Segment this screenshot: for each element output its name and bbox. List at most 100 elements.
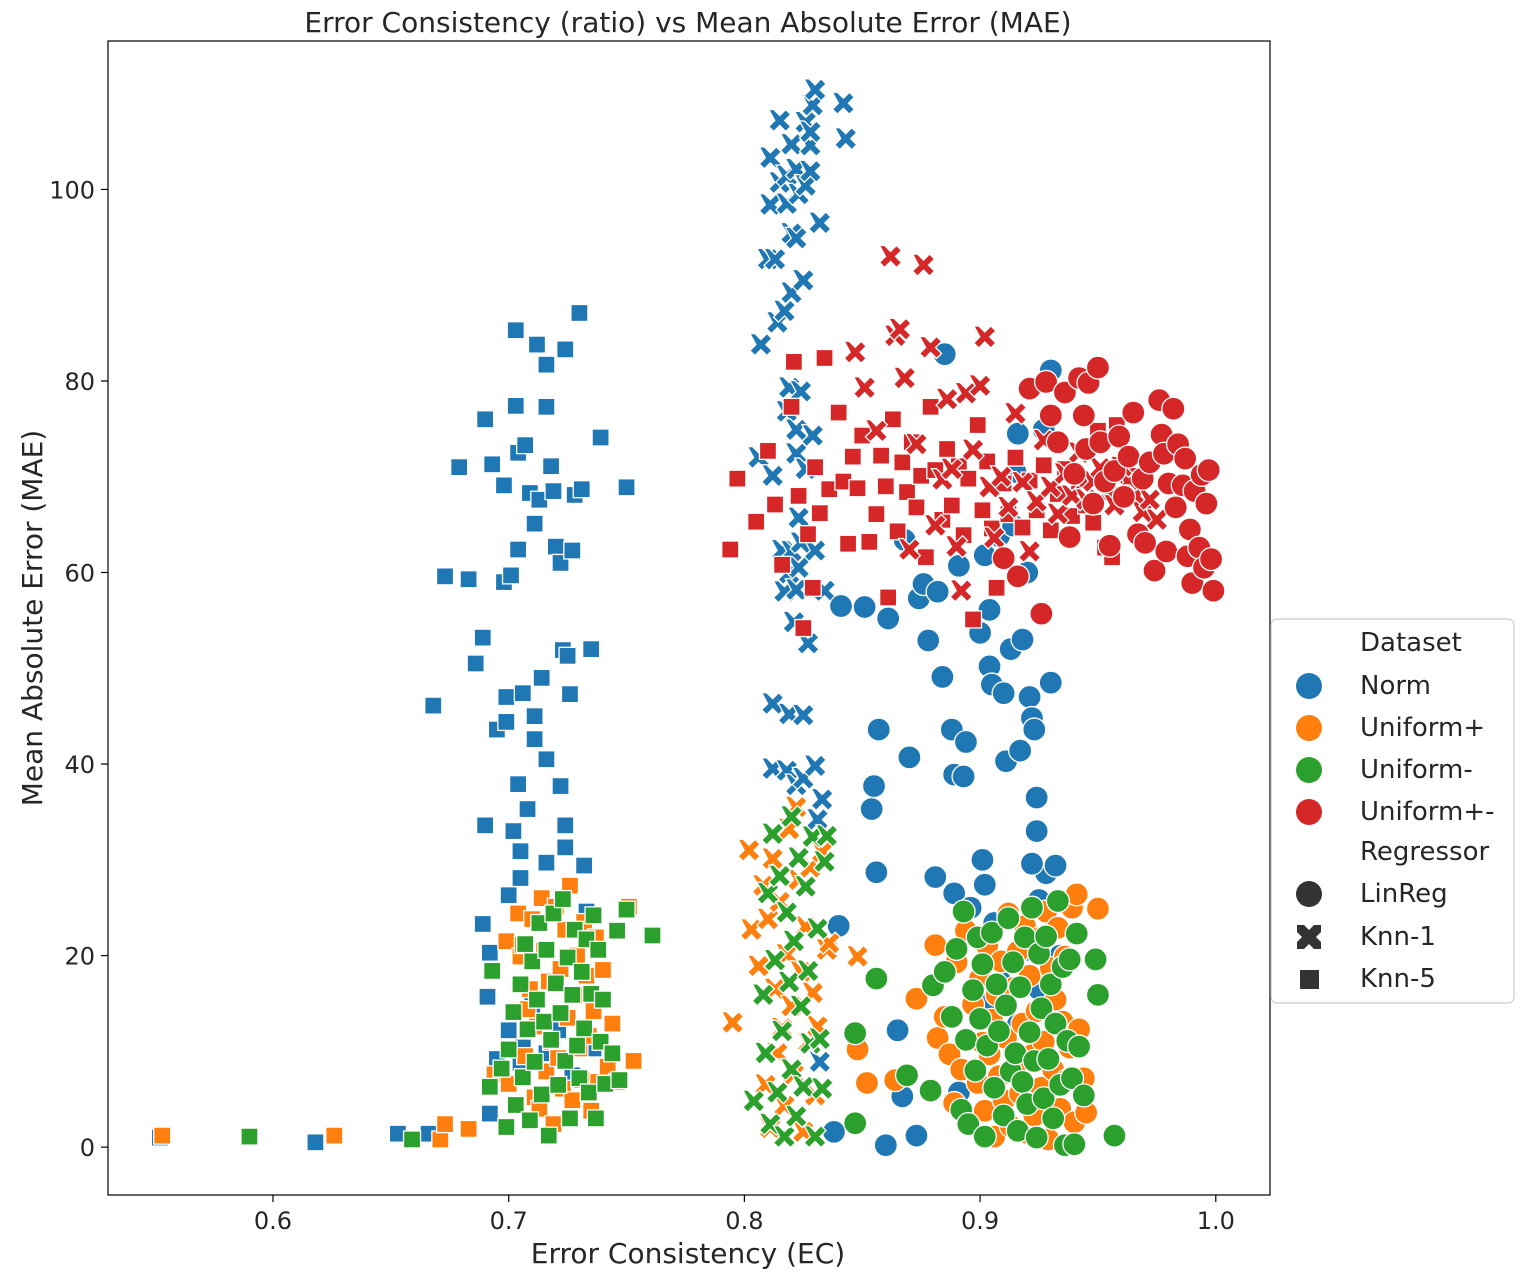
data-point — [497, 1117, 516, 1137]
data-point — [807, 1026, 832, 1051]
data-point — [883, 410, 903, 429]
data-point — [760, 463, 785, 488]
data-point — [762, 948, 787, 973]
data-point — [497, 687, 516, 707]
data-point — [996, 495, 1021, 520]
data-point — [1029, 996, 1054, 1021]
x-tick-label: 0.7 — [490, 1207, 528, 1235]
data-point — [240, 1127, 259, 1146]
data-point — [810, 1076, 835, 1101]
data-point — [812, 849, 837, 874]
data-point — [1083, 947, 1108, 972]
data-point — [492, 1059, 511, 1078]
data-point — [603, 1044, 622, 1063]
legend-uniform-plus-marker — [1296, 715, 1322, 741]
data-point — [939, 1004, 964, 1030]
data-point — [897, 482, 917, 502]
data-point — [970, 952, 995, 977]
data-point — [803, 1124, 828, 1149]
data-point — [795, 631, 820, 656]
data-point — [1038, 403, 1063, 428]
data-point — [795, 958, 820, 983]
data-point — [828, 593, 854, 619]
legend-uniform-plus-label: Uniform+ — [1360, 713, 1485, 743]
data-point — [993, 993, 1019, 1018]
data-point — [720, 1010, 745, 1035]
data-point — [541, 1030, 561, 1050]
data-point — [527, 335, 547, 354]
data-point — [518, 799, 537, 819]
data-point — [1066, 1034, 1092, 1059]
data-point — [772, 299, 797, 323]
data-point — [549, 1075, 568, 1095]
data-point — [532, 1085, 551, 1104]
data-point — [788, 994, 813, 1019]
data-point — [741, 1089, 766, 1114]
data-point — [1005, 421, 1030, 446]
data-point — [960, 438, 985, 462]
data-point — [1024, 818, 1049, 844]
data-point — [546, 974, 565, 993]
data-point — [518, 1020, 537, 1039]
data-point — [803, 538, 828, 563]
data-point — [1062, 1132, 1087, 1157]
legend-item-uniform-plus-minus: Uniform+- — [1296, 797, 1495, 827]
data-point — [937, 439, 957, 459]
data-point — [972, 1124, 997, 1149]
data-point — [1172, 446, 1198, 471]
data-point — [1111, 484, 1137, 510]
data-point — [760, 846, 785, 871]
data-point — [845, 944, 870, 969]
data-point — [982, 526, 1007, 550]
data-point — [904, 986, 929, 1011]
data-point — [591, 428, 610, 447]
y-tick-label: 60 — [64, 560, 95, 588]
data-point — [1019, 895, 1045, 920]
data-point — [991, 545, 1016, 571]
series-uniformminus-knn-1 — [741, 804, 839, 1149]
x-tick-label: 1.0 — [1197, 1207, 1235, 1235]
data-point — [807, 1049, 832, 1074]
data-point — [589, 940, 608, 959]
data-point — [989, 464, 1014, 489]
data-point — [607, 921, 627, 940]
data-point — [991, 681, 1016, 706]
data-point — [1085, 982, 1111, 1007]
y-tick-label: 40 — [64, 751, 95, 779]
data-point — [1017, 684, 1042, 710]
data-point — [1137, 487, 1162, 512]
data-point — [810, 503, 829, 523]
data-point — [525, 707, 544, 726]
data-point — [582, 639, 601, 659]
x-tick-label: 0.6 — [254, 1207, 292, 1235]
legend-x-icon — [1297, 925, 1321, 949]
data-point — [1010, 470, 1035, 495]
data-point — [893, 453, 912, 472]
data-point — [560, 1109, 580, 1128]
data-point — [942, 496, 961, 515]
legend-uniform-minus-label: Uniform- — [1360, 755, 1473, 785]
data-point — [953, 729, 979, 755]
data-point — [523, 952, 542, 971]
data-point — [1107, 424, 1132, 449]
data-point — [805, 916, 830, 941]
data-point — [770, 1019, 795, 1044]
data-point — [563, 1091, 582, 1110]
legend-item-linreg: LinReg — [1296, 879, 1448, 909]
data-point — [513, 1068, 532, 1087]
data-point — [501, 566, 521, 585]
data-point — [803, 754, 828, 778]
data-point — [944, 936, 969, 962]
data-point — [907, 498, 926, 517]
data-point — [1116, 444, 1141, 469]
data-point — [544, 904, 563, 923]
data-point — [894, 1063, 920, 1088]
data-point — [1196, 457, 1221, 483]
data-point — [765, 1080, 790, 1105]
data-point — [755, 907, 780, 932]
data-point — [979, 920, 1005, 945]
data-point — [918, 335, 943, 360]
data-point — [475, 410, 495, 429]
data-point — [760, 822, 785, 846]
data-point — [721, 540, 740, 559]
